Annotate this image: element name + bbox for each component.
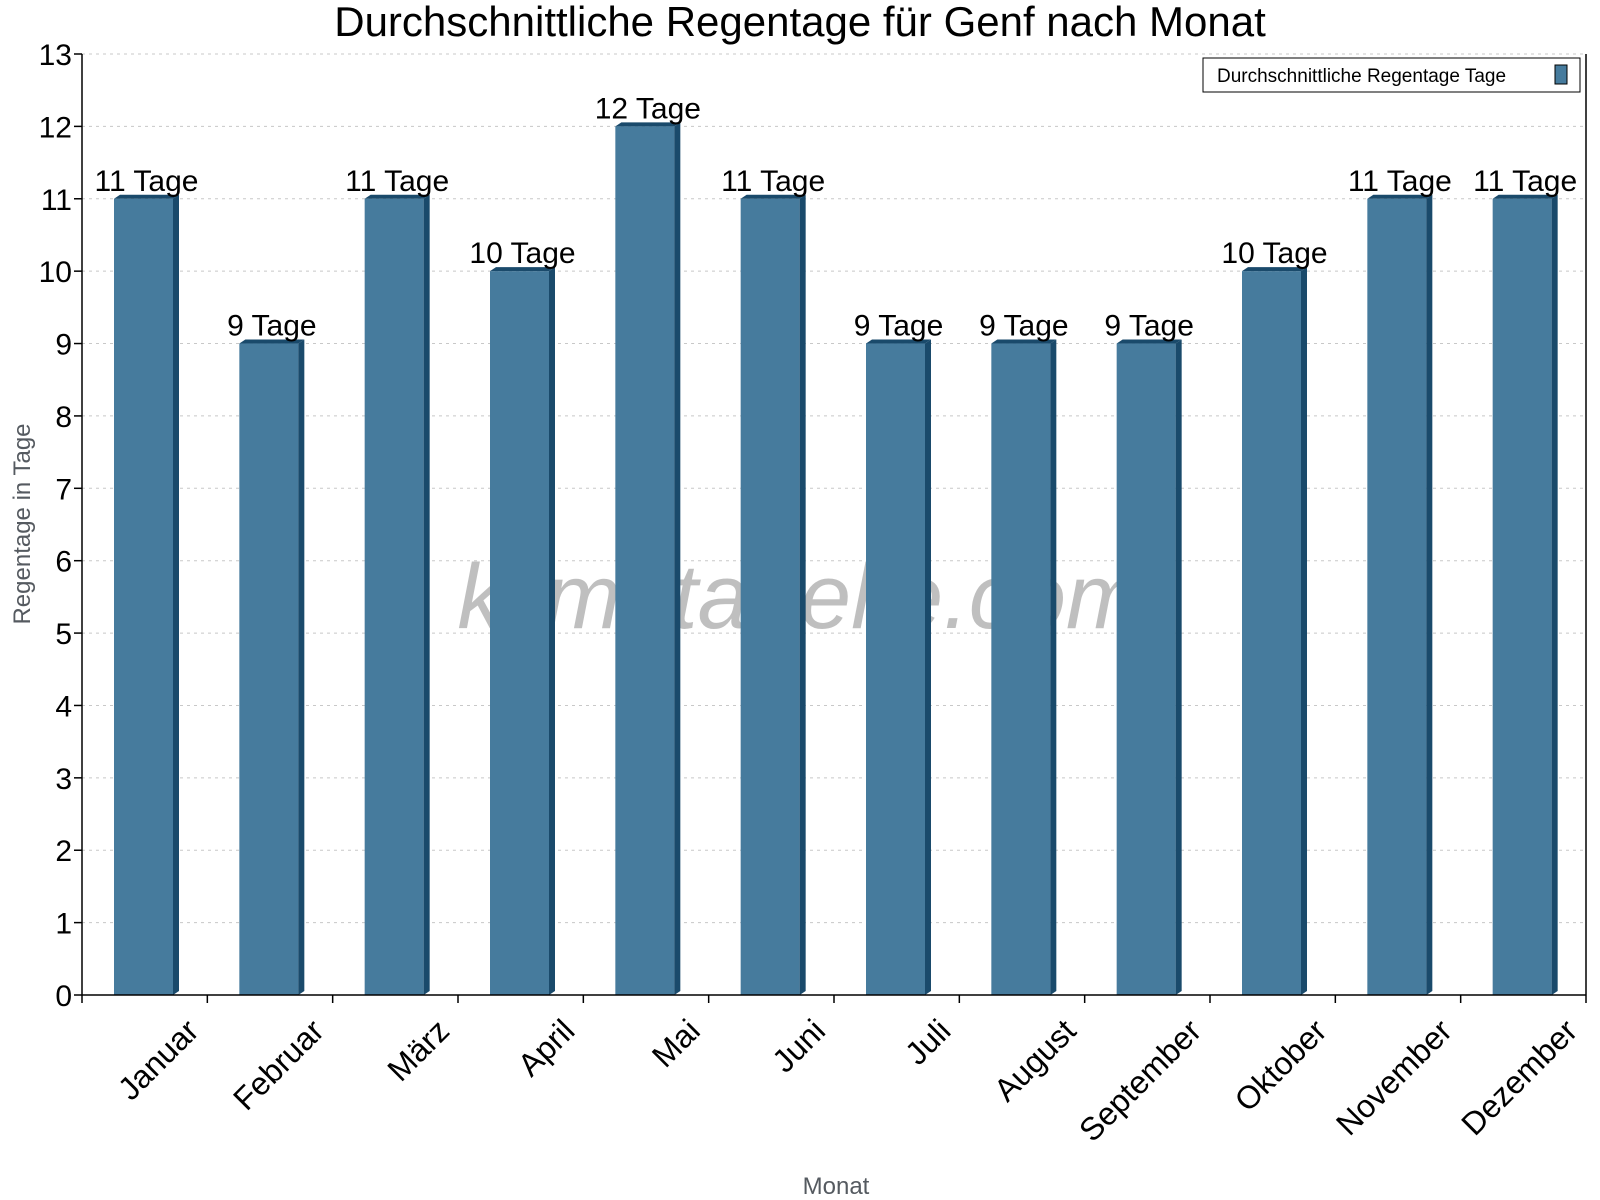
bar bbox=[1116, 343, 1176, 995]
y-tick-label: 1 bbox=[55, 908, 72, 941]
bar-side bbox=[423, 194, 430, 995]
y-tick-label: 5 bbox=[55, 618, 72, 651]
y-tick-label: 13 bbox=[39, 39, 72, 72]
data-label: 10 Tage bbox=[1221, 237, 1327, 270]
bar-side bbox=[173, 194, 179, 995]
y-tick-label: 4 bbox=[55, 690, 72, 723]
bar-top bbox=[490, 267, 555, 272]
bar bbox=[1367, 198, 1427, 995]
data-label: 11 Tage bbox=[345, 165, 449, 198]
y-tick-label: 6 bbox=[55, 546, 72, 579]
data-label: 9 Tage bbox=[854, 310, 944, 343]
bar bbox=[866, 343, 925, 995]
data-label: 9 Tage bbox=[227, 310, 317, 343]
x-tick-label: Oktober bbox=[1228, 1012, 1334, 1118]
x-tick-label: Juni bbox=[765, 1012, 832, 1079]
data-label: 11 Tage bbox=[1473, 165, 1577, 198]
y-tick-label: 2 bbox=[55, 835, 72, 868]
y-tick-label: 0 bbox=[55, 980, 72, 1013]
bar-top bbox=[1492, 194, 1558, 199]
x-tick-label: April bbox=[511, 1012, 582, 1083]
data-label: 10 Tage bbox=[469, 237, 575, 270]
y-tick-label: 12 bbox=[39, 111, 72, 144]
x-tick-label: März bbox=[380, 1012, 456, 1088]
data-label: 11 Tage bbox=[95, 165, 199, 198]
y-tick-label: 10 bbox=[39, 256, 72, 289]
legend-box bbox=[1202, 57, 1581, 93]
bar-side bbox=[799, 194, 806, 995]
bar-top bbox=[1367, 194, 1433, 199]
bars bbox=[114, 122, 1558, 996]
bar-side bbox=[1050, 339, 1057, 995]
x-tick-label: Januar bbox=[111, 1012, 206, 1107]
bar bbox=[1242, 271, 1301, 996]
bar-top bbox=[615, 122, 681, 127]
bar-side bbox=[1426, 194, 1433, 995]
y-axis-title: Regentage in Tage bbox=[9, 423, 36, 624]
bar-top bbox=[991, 339, 1057, 344]
bar-side bbox=[1301, 267, 1307, 996]
y-tick-label: 8 bbox=[55, 401, 72, 434]
bar bbox=[1492, 198, 1552, 995]
legend: Durchschnittliche Regentage Tage bbox=[1202, 57, 1581, 93]
bar-side bbox=[1551, 194, 1558, 995]
bar bbox=[239, 343, 299, 995]
x-tick-label: Mai bbox=[645, 1012, 707, 1074]
bar bbox=[615, 126, 675, 995]
bar-side bbox=[674, 122, 681, 995]
bar-top bbox=[364, 194, 430, 199]
chart-title: Durchschnittliche Regentage für Genf nac… bbox=[334, 0, 1266, 45]
y-tick-label: 9 bbox=[55, 329, 72, 362]
x-tick-label: Februar bbox=[226, 1012, 331, 1117]
data-label: 9 Tage bbox=[1104, 310, 1194, 343]
data-label: 9 Tage bbox=[979, 310, 1069, 343]
legend-swatch bbox=[1554, 64, 1568, 85]
y-tick-label: 7 bbox=[55, 473, 72, 506]
data-label: 11 Tage bbox=[721, 165, 825, 198]
x-tick-label: Dezember bbox=[1454, 1012, 1584, 1142]
bar-top bbox=[1116, 339, 1182, 344]
gridlines bbox=[82, 53, 1586, 924]
bar-top bbox=[866, 339, 931, 344]
x-tick-label: August bbox=[987, 1012, 1083, 1108]
bar-top bbox=[114, 194, 179, 199]
bar bbox=[991, 343, 1051, 995]
data-labels: 11 Tage 9 Tage 11 Tage 10 Tage 12 Tage 11 Tag… bbox=[95, 92, 1578, 342]
legend-label: Durchschnittliche Regentage Tage bbox=[1217, 66, 1506, 87]
bar-side bbox=[549, 267, 555, 996]
bar bbox=[740, 198, 800, 995]
bar bbox=[114, 198, 173, 995]
bar-side bbox=[925, 339, 931, 995]
bar-side bbox=[1175, 339, 1182, 995]
y-tick-label: 11 bbox=[41, 184, 72, 217]
bar bbox=[490, 271, 549, 996]
x-tick-label: Juli bbox=[898, 1012, 957, 1071]
x-tick-label: September bbox=[1072, 1012, 1208, 1148]
bar-top bbox=[740, 194, 806, 199]
data-label: 11 Tage bbox=[1348, 165, 1452, 198]
y-tick-label: 3 bbox=[55, 763, 72, 796]
data-label: 12 Tage bbox=[595, 92, 701, 125]
bar-side bbox=[298, 339, 305, 995]
bar-top bbox=[239, 339, 305, 344]
x-axis-title: Monat bbox=[803, 1173, 870, 1200]
bar bbox=[364, 198, 424, 995]
bar-top bbox=[1242, 267, 1307, 272]
x-tick-label: November bbox=[1329, 1012, 1459, 1142]
